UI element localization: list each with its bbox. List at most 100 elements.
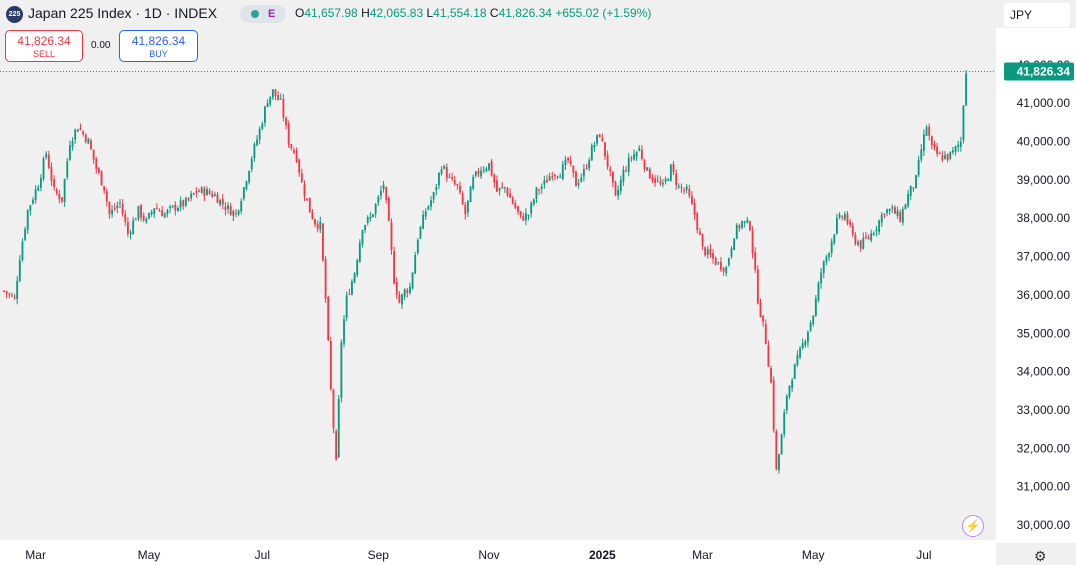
candle-body: [153, 208, 156, 215]
candle-body: [749, 221, 751, 231]
candle-body: [556, 176, 559, 178]
candle-body: [764, 323, 767, 345]
candle-body: [380, 190, 382, 196]
candle-body: [21, 242, 24, 261]
candle-body: [936, 146, 939, 154]
candle-body: [387, 197, 390, 222]
candle-body: [638, 148, 641, 151]
candle-body: [337, 399, 340, 457]
time-tick-label: 2025: [589, 548, 616, 562]
candle-body: [807, 331, 809, 343]
candle-body: [522, 216, 525, 221]
candle-body: [111, 209, 113, 215]
price-tick-label: 37,000.00: [1017, 250, 1071, 264]
symbol-title[interactable]: Japan 225 Index · 1D · INDEX: [28, 5, 218, 21]
candle-body: [930, 136, 933, 146]
candle-body: [374, 204, 377, 214]
candle-body: [912, 187, 915, 189]
sell-label: SELL: [32, 49, 56, 59]
candle-body: [778, 454, 780, 470]
earnings-icon: E: [267, 8, 276, 20]
candle-body: [727, 258, 730, 266]
candle-body: [306, 198, 309, 201]
candle-body: [841, 216, 844, 218]
candle-body: [783, 412, 786, 434]
candle-body: [353, 273, 356, 283]
candle-body: [451, 177, 454, 179]
candle-body: [704, 247, 707, 256]
candle-body: [300, 173, 303, 183]
candle-body: [39, 177, 42, 188]
candle-body: [348, 294, 351, 296]
candle-body: [79, 127, 82, 130]
candle-body: [261, 123, 264, 129]
price-tick-label: 41,000.00: [1017, 96, 1071, 110]
candle-body: [891, 207, 894, 209]
candle-body: [870, 233, 873, 241]
candle-body: [915, 175, 917, 189]
sell-button[interactable]: 41,826.34 SELL: [5, 30, 83, 62]
open-label: O: [295, 6, 305, 20]
candle-body: [720, 261, 722, 270]
candle-body: [862, 237, 865, 249]
candle-body: [119, 202, 121, 204]
candle-body: [907, 193, 910, 206]
candle-body: [148, 212, 150, 219]
currency-selector[interactable]: JPY: [1004, 3, 1070, 27]
candle-body: [332, 390, 335, 429]
candle-body: [582, 169, 585, 177]
candle-body: [677, 185, 680, 188]
candle-body: [58, 193, 61, 200]
candle-body: [274, 89, 277, 97]
candle-body: [830, 241, 833, 253]
candle-body: [340, 342, 343, 399]
candle-body: [820, 272, 823, 284]
candle-body: [640, 149, 643, 160]
symbol-badge-icon[interactable]: 225: [6, 6, 23, 23]
candle-body: [472, 176, 475, 189]
candle-body: [432, 192, 435, 200]
market-status-pill[interactable]: E: [240, 5, 286, 23]
candle-body: [419, 226, 422, 239]
candle-body: [490, 161, 493, 176]
candle-body: [245, 181, 248, 189]
candle-body: [519, 211, 522, 215]
candle-body: [691, 195, 693, 204]
candle-body: [643, 159, 646, 170]
candle-body: [575, 171, 577, 187]
price-tick-label: 36,000.00: [1017, 288, 1071, 302]
candle-body: [256, 139, 258, 146]
candle-body: [298, 159, 301, 173]
candle-body: [211, 193, 214, 197]
candle-body: [316, 224, 319, 229]
candle-body: [411, 272, 414, 289]
candle-body: [886, 209, 888, 213]
candle-body: [506, 187, 509, 196]
candle-body: [68, 145, 71, 160]
time-tick-label: May: [138, 548, 161, 562]
candle-body: [92, 149, 95, 160]
settings-gear-icon[interactable]: ⚙: [1034, 548, 1047, 564]
price-axis-panel: [996, 28, 1076, 543]
candle-body: [97, 168, 100, 173]
candle-body: [369, 216, 372, 219]
candle-body: [625, 170, 627, 172]
price-tick-label: 39,000.00: [1017, 173, 1071, 187]
candle-body: [572, 165, 575, 173]
candle-body: [941, 155, 944, 161]
candle-body: [706, 249, 709, 255]
candle-body: [287, 123, 290, 145]
candle-body: [535, 187, 538, 199]
candle-body: [182, 200, 185, 207]
candle-body: [335, 430, 338, 460]
candle-body: [925, 127, 928, 136]
price-tick-label: 33,000.00: [1017, 403, 1071, 417]
candle-body: [817, 282, 820, 301]
candle-body: [477, 170, 480, 175]
candle-body: [459, 185, 461, 193]
candle-body: [482, 169, 485, 171]
lightning-icon[interactable]: ⚡: [962, 515, 984, 537]
candle-body: [37, 187, 40, 191]
buy-button[interactable]: 41,826.34 BUY: [119, 30, 198, 62]
